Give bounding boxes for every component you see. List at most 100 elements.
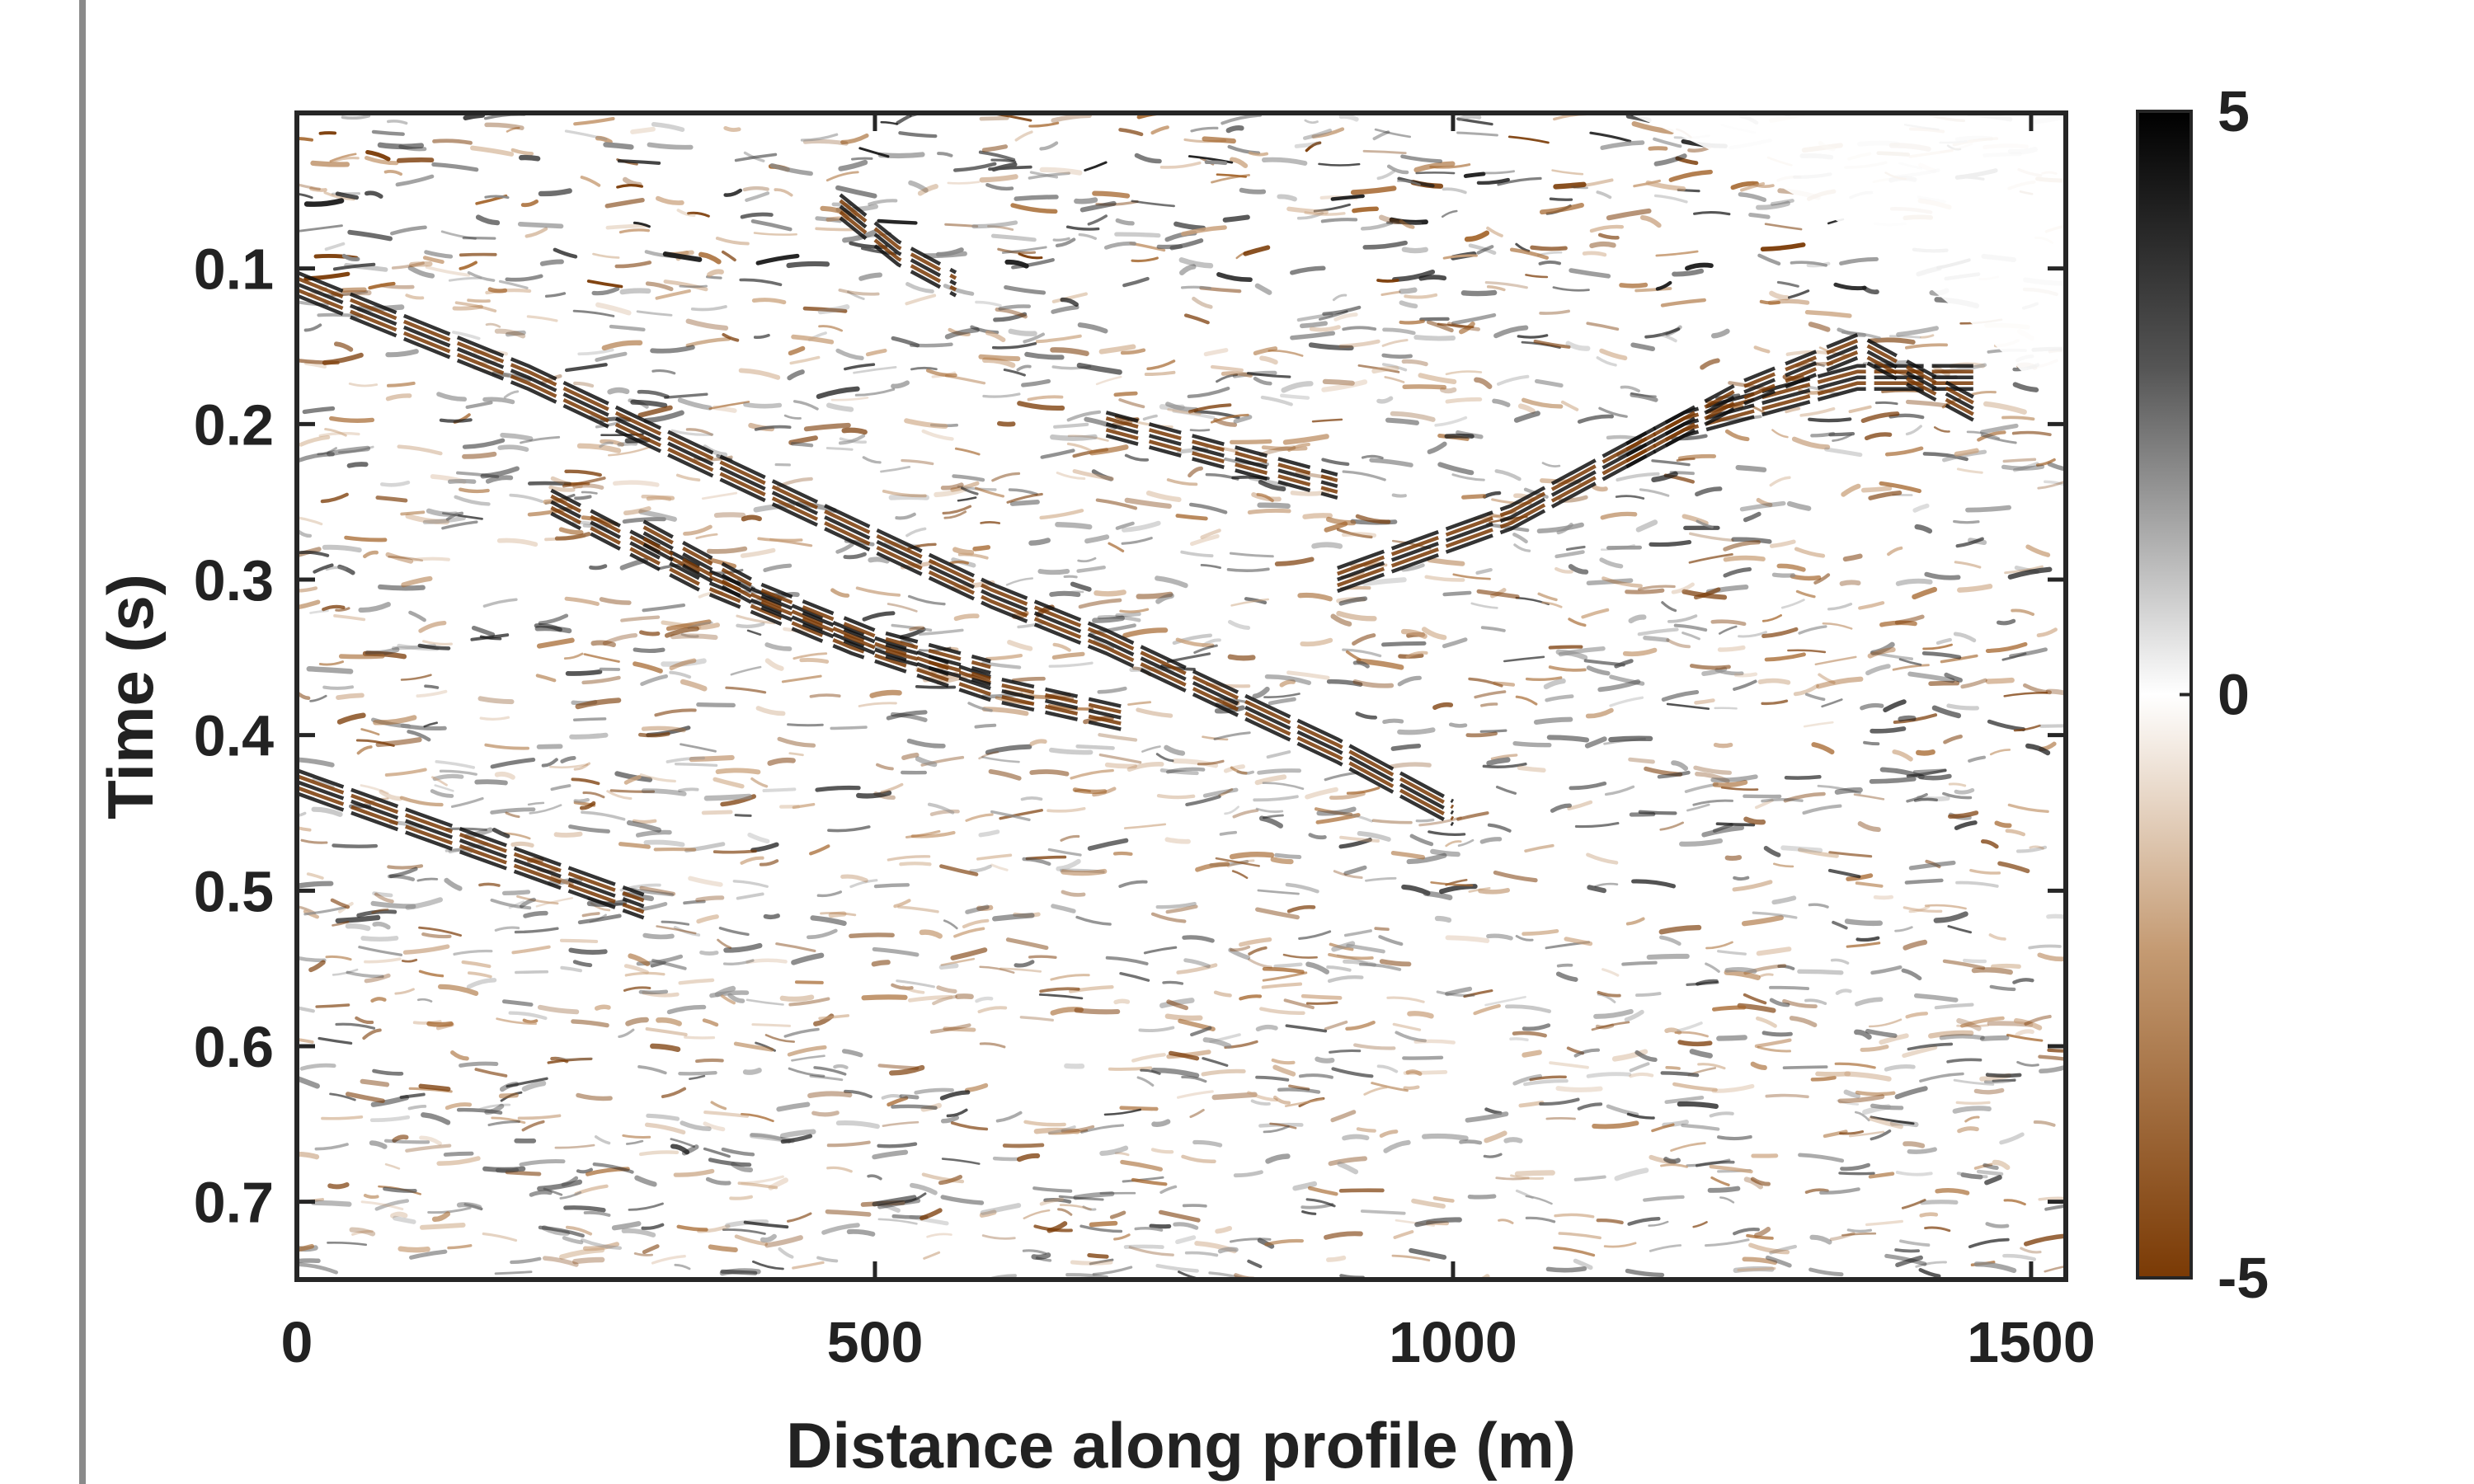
noise-wavelet [1378,214,1401,225]
noise-wavelet [1493,870,1538,883]
noise-wavelet [1075,915,1112,926]
noise-wavelet [1326,1255,1347,1262]
noise-wavelet [1432,702,1454,710]
noise-wavelet [1486,285,1506,292]
noise-wavelet [1776,280,1799,288]
noise-wavelet [1757,1045,1791,1053]
noise-wavelet [701,491,738,500]
noise-wavelet [1221,371,1253,378]
noise-wavelet [1658,924,1702,935]
noise-wavelet [1573,1175,1606,1181]
noise-wavelet [840,874,868,883]
noise-wavelet [703,793,752,801]
noise-wavelet [1097,686,1127,694]
noise-wavelet [1973,1261,2017,1274]
noise-wavelet [426,1021,454,1027]
noise-wavelet [505,811,520,819]
noise-wavelet [780,1134,813,1144]
noise-wavelet [1918,773,1952,781]
noise-wavelet [1128,1246,1174,1256]
noise-wavelet [1615,495,1645,500]
noise-wavelet [537,1004,580,1015]
noise-wavelet [974,723,997,729]
noise-wavelet [595,351,628,362]
noise-wavelet [914,1087,954,1095]
noise-wavelet [676,209,696,218]
noise-wavelet [1362,577,1407,586]
noise-wavelet [345,1092,385,1104]
noise-wavelet [1094,589,1126,597]
noise-wavelet [1330,1110,1357,1123]
noise-wavelet [478,882,501,887]
noise-wavelet [325,566,347,571]
noise-wavelet [637,389,670,399]
noise-wavelet [538,1225,585,1238]
noise-wavelet [635,829,672,838]
noise-wavelet [438,984,479,996]
noise-wavelet [1445,840,1462,848]
noise-wavelet [416,689,448,698]
noise-wavelet [920,1102,942,1112]
noise-wavelet [1733,1228,1760,1236]
noise-wavelet [1661,601,1677,613]
noise-wavelet [1507,135,1550,144]
noise-wavelet [1593,1008,1634,1019]
noise-wavelet [1484,281,1528,289]
noise-wavelet [505,330,526,337]
noise-wavelet [1960,678,1987,689]
noise-wavelet [1609,696,1644,707]
noise-wavelet [1047,848,1082,857]
noise-wavelet [835,542,854,554]
noise-wavelet [1848,405,1872,414]
noise-wavelet [579,801,596,810]
reflector-line [1105,411,1338,477]
noise-wavelet [1905,1012,1929,1019]
noise-wavelet [1055,237,1076,248]
noise-wavelet [1230,439,1272,444]
noise-wavelet [1272,1064,1296,1077]
noise-wavelet [1689,532,1734,542]
noise-wavelet [643,839,685,848]
noise-wavelet [1082,1205,1097,1211]
noise-wavelet [1740,181,1766,192]
noise-wavelet [1397,727,1436,735]
noise-wavelet [927,802,955,815]
noise-wavelet [563,1205,606,1213]
noise-wavelet [753,232,797,236]
noise-wavelet [1804,998,1827,1006]
noise-wavelet [1631,879,1677,889]
noise-wavelet [1769,476,1791,487]
noise-wavelet [1159,998,1195,1008]
noise-wavelet [536,637,575,649]
noise-wavelet [395,174,435,187]
noise-wavelet [1686,980,1719,987]
noise-wavelet [405,513,449,525]
noise-wavelet [685,428,713,436]
noise-wavelet [1901,1199,1926,1209]
noise-wavelet [1738,192,1767,203]
noise-wavelet [818,1014,850,1021]
noise-wavelet [1180,550,1214,558]
noise-wavelet [1971,390,1997,396]
noise-wavelet [1040,448,1075,459]
noise-wavelet [1918,1268,1941,1279]
noise-wavelet [1503,655,1545,663]
noise-wavelet [2002,1253,2036,1261]
noise-wavelet [1229,852,1275,860]
noise-wavelet [322,604,346,612]
noise-wavelet [1907,1042,1954,1051]
noise-wavelet [1021,378,1051,387]
noise-wavelet [1221,113,1263,125]
noise-wavelet [365,190,383,199]
noise-wavelet [1600,140,1645,150]
noise-wavelet [1853,793,1885,801]
noise-wavelet [1742,1256,1778,1266]
noise-wavelet [1705,941,1733,950]
noise-wavelet [730,665,762,676]
noise-wavelet [573,762,591,771]
noise-wavelet [638,989,669,995]
noise-wavelet [1253,346,1278,356]
noise-wavelet [661,658,707,667]
noise-wavelet [1118,398,1145,409]
noise-wavelet [625,1017,649,1026]
